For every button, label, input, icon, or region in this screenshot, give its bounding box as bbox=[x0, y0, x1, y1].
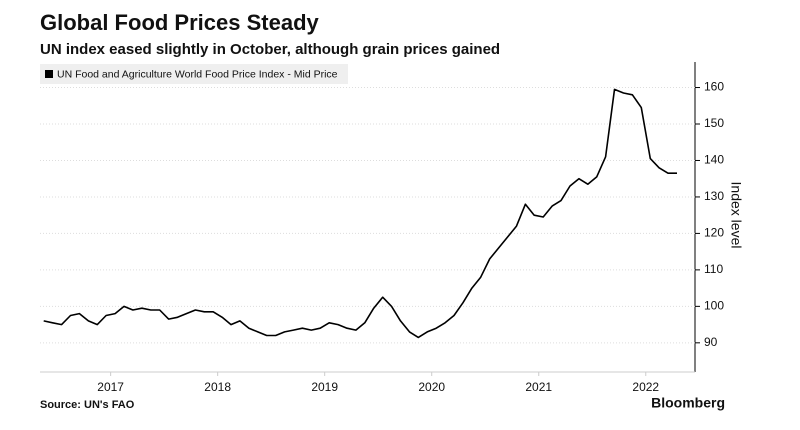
legend-label: UN Food and Agriculture World Food Price… bbox=[57, 68, 338, 80]
y-tick-label: 120 bbox=[704, 226, 724, 240]
y-tick-label: 150 bbox=[704, 116, 724, 130]
chart-subtitle: UN index eased slightly in October, alth… bbox=[40, 41, 500, 58]
legend-box bbox=[40, 64, 348, 84]
y-tick-label: 90 bbox=[704, 335, 718, 349]
y-tick-label: 100 bbox=[704, 299, 724, 313]
y-tick-label: 140 bbox=[704, 153, 724, 167]
y-tick-label: 160 bbox=[704, 80, 724, 94]
y-axis-label: Index level bbox=[728, 182, 744, 249]
legend-swatch bbox=[45, 70, 53, 78]
x-tick-label: 2019 bbox=[311, 380, 338, 394]
x-tick-label: 2017 bbox=[97, 380, 124, 394]
x-tick-label: 2021 bbox=[525, 380, 552, 394]
source: Source: UN's FAO bbox=[40, 399, 135, 411]
chart-title: Global Food Prices Steady bbox=[40, 10, 320, 35]
x-tick-label: 2018 bbox=[204, 380, 231, 394]
brand: Bloomberg bbox=[651, 395, 725, 411]
y-tick-label: 130 bbox=[704, 189, 724, 203]
y-tick-label: 110 bbox=[704, 262, 723, 276]
data-line bbox=[43, 88, 677, 339]
x-tick-label: 2020 bbox=[418, 380, 445, 394]
x-tick-label: 2022 bbox=[632, 380, 659, 394]
